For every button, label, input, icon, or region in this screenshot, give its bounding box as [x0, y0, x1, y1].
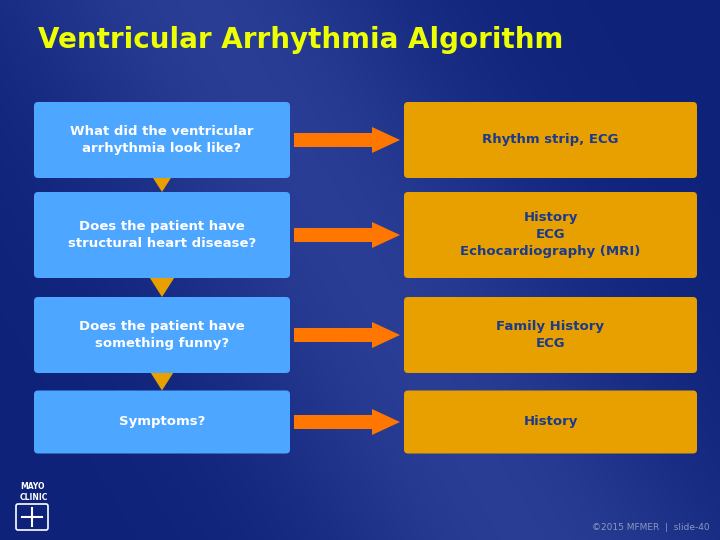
Polygon shape	[294, 222, 400, 248]
Text: What did the ventricular
arrhythmia look like?: What did the ventricular arrhythmia look…	[71, 125, 253, 155]
Polygon shape	[148, 170, 176, 192]
Polygon shape	[294, 409, 400, 435]
Text: Does the patient have
something funny?: Does the patient have something funny?	[79, 320, 245, 350]
FancyBboxPatch shape	[34, 297, 290, 373]
Text: History: History	[523, 415, 577, 429]
Text: ©2015 MFMER  |  slide-40: ©2015 MFMER | slide-40	[593, 523, 710, 532]
Text: Symptoms?: Symptoms?	[119, 415, 205, 429]
Polygon shape	[148, 368, 176, 390]
Polygon shape	[294, 322, 400, 348]
Text: Rhythm strip, ECG: Rhythm strip, ECG	[482, 133, 618, 146]
Text: History
ECG
Echocardiography (MRI): History ECG Echocardiography (MRI)	[460, 212, 641, 259]
Text: Does the patient have
structural heart disease?: Does the patient have structural heart d…	[68, 220, 256, 250]
FancyBboxPatch shape	[404, 192, 697, 278]
FancyBboxPatch shape	[404, 390, 697, 454]
FancyBboxPatch shape	[404, 102, 697, 178]
Text: MAYO
CLINIC: MAYO CLINIC	[20, 482, 48, 502]
FancyBboxPatch shape	[34, 390, 290, 454]
FancyBboxPatch shape	[34, 102, 290, 178]
FancyBboxPatch shape	[34, 192, 290, 278]
Text: Family History
ECG: Family History ECG	[497, 320, 605, 350]
FancyBboxPatch shape	[404, 297, 697, 373]
Text: Ventricular Arrhythmia Algorithm: Ventricular Arrhythmia Algorithm	[38, 26, 563, 54]
Polygon shape	[294, 127, 400, 153]
Polygon shape	[148, 275, 176, 297]
